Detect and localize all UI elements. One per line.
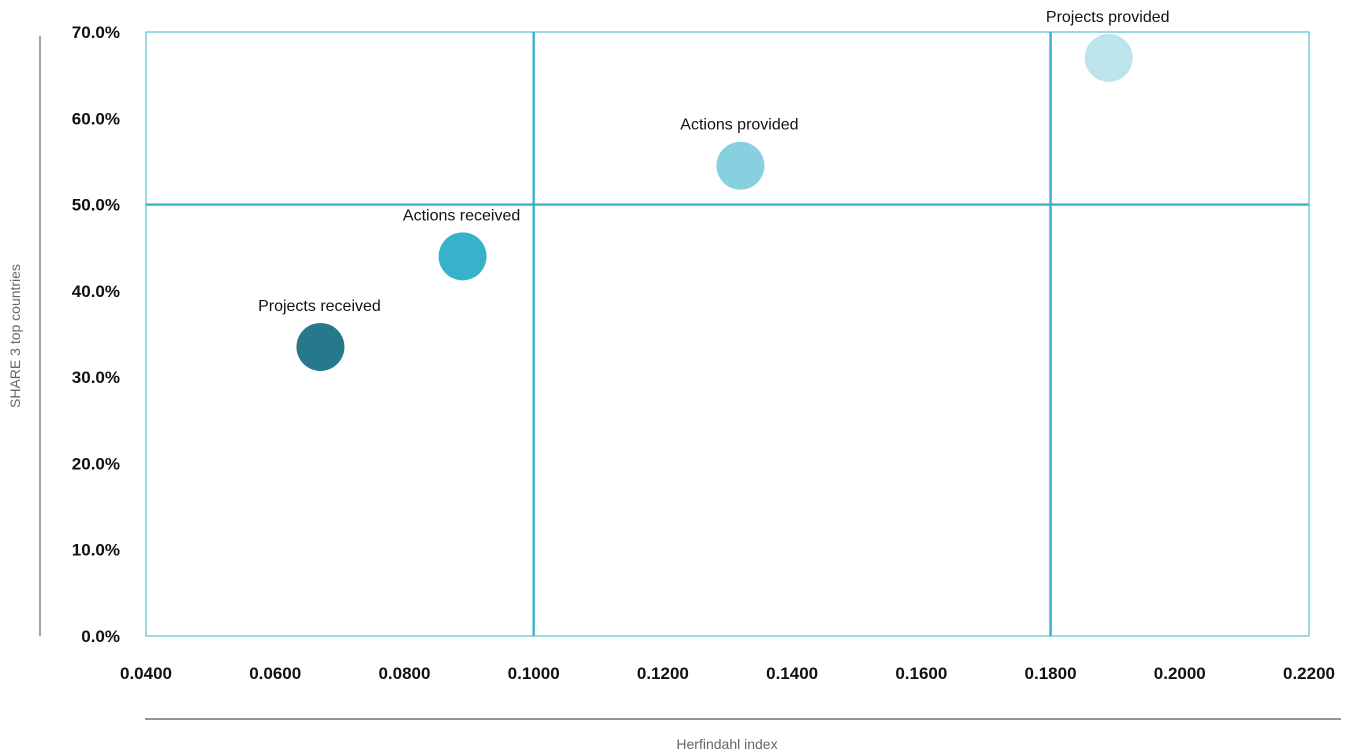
x-axis-title: Herfindahl index	[676, 736, 777, 752]
y-tick-label: 0.0%	[81, 627, 120, 646]
tick-labels-layer: 0.0% 10.0% 20.0% 30.0% 40.0% 50.0% 60.0% 70.0% 0…	[72, 23, 1335, 683]
reference-lines-layer	[146, 32, 1309, 636]
x-tick-label: 0.1800	[1025, 664, 1077, 683]
y-tick-label: 30.0%	[72, 368, 120, 387]
point-labels-layer: Projects received Actions received Actions…	[258, 9, 1169, 315]
y-tick-label: 20.0%	[72, 454, 120, 473]
y-tick-label: 70.0%	[72, 23, 120, 42]
x-tick-label: 0.0800	[378, 664, 430, 683]
data-point-label: Actions provided	[680, 117, 798, 134]
x-tick-label: 0.0400	[120, 664, 172, 683]
data-point	[716, 141, 765, 190]
y-tick-label: 40.0%	[72, 282, 120, 301]
data-point	[438, 232, 487, 281]
x-tick-label: 0.1000	[508, 664, 560, 683]
data-point-label: Projects received	[258, 298, 381, 315]
plot-frame	[145, 31, 1310, 637]
y-tick-label: 60.0%	[72, 109, 120, 128]
data-point-label: Projects provided	[1046, 9, 1170, 26]
y-tick-label: 10.0%	[72, 541, 120, 560]
x-tick-label: 0.2200	[1283, 664, 1335, 683]
plot-frame-layer	[145, 31, 1310, 637]
x-tick-label: 0.1400	[766, 664, 818, 683]
x-tick-label: 0.1200	[637, 664, 689, 683]
y-tick-label: 50.0%	[72, 196, 120, 215]
data-point	[1084, 33, 1133, 82]
x-tick-label: 0.1600	[895, 664, 947, 683]
points-layer	[296, 33, 1133, 371]
x-tick-label: 0.2000	[1154, 664, 1206, 683]
x-tick-label: 0.0600	[249, 664, 301, 683]
y-axis-title: SHARE 3 top countries	[7, 264, 23, 408]
data-point	[296, 322, 345, 371]
data-point-label: Actions received	[403, 207, 520, 224]
